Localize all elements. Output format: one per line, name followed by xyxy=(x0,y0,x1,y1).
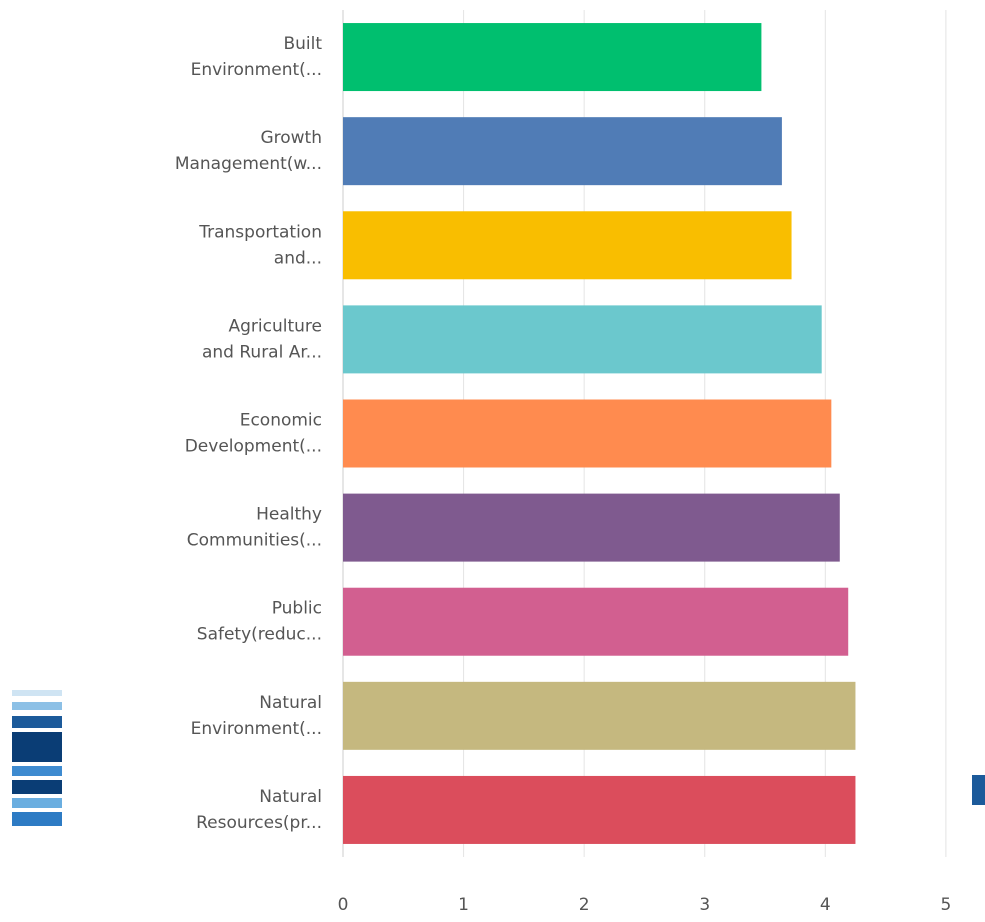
x-tick-label: 0 xyxy=(338,895,349,915)
bar xyxy=(343,587,849,656)
bar xyxy=(343,211,792,280)
y-tick-label: Growth Management(w... xyxy=(175,128,322,174)
bar xyxy=(343,493,840,562)
y-tick-label: Public Safety(reduc... xyxy=(197,599,322,645)
y-tick-label: Agriculture and Rural Ar... xyxy=(202,316,322,362)
y-tick-label: Economic Development(... xyxy=(185,411,322,457)
x-tick-label: 2 xyxy=(579,895,590,915)
x-tick-label: 4 xyxy=(820,895,831,915)
y-tick-label: Natural Environment(... xyxy=(191,693,322,739)
x-tick-label: 3 xyxy=(699,895,710,915)
y-tick-label: Natural Resources(pr... xyxy=(196,787,322,833)
bar xyxy=(343,117,782,186)
x-tick-label: 1 xyxy=(458,895,469,915)
bar xyxy=(343,305,822,374)
y-tick-label: Healthy Communities(... xyxy=(187,505,322,551)
x-tick-label: 5 xyxy=(940,895,951,915)
bar xyxy=(343,681,856,750)
decoration xyxy=(12,690,985,826)
bar xyxy=(343,775,856,844)
bar xyxy=(343,23,762,92)
y-tick-label: Built Environment(... xyxy=(191,34,323,80)
y-tick-label: Transportation and... xyxy=(198,222,322,268)
bar xyxy=(343,399,832,468)
